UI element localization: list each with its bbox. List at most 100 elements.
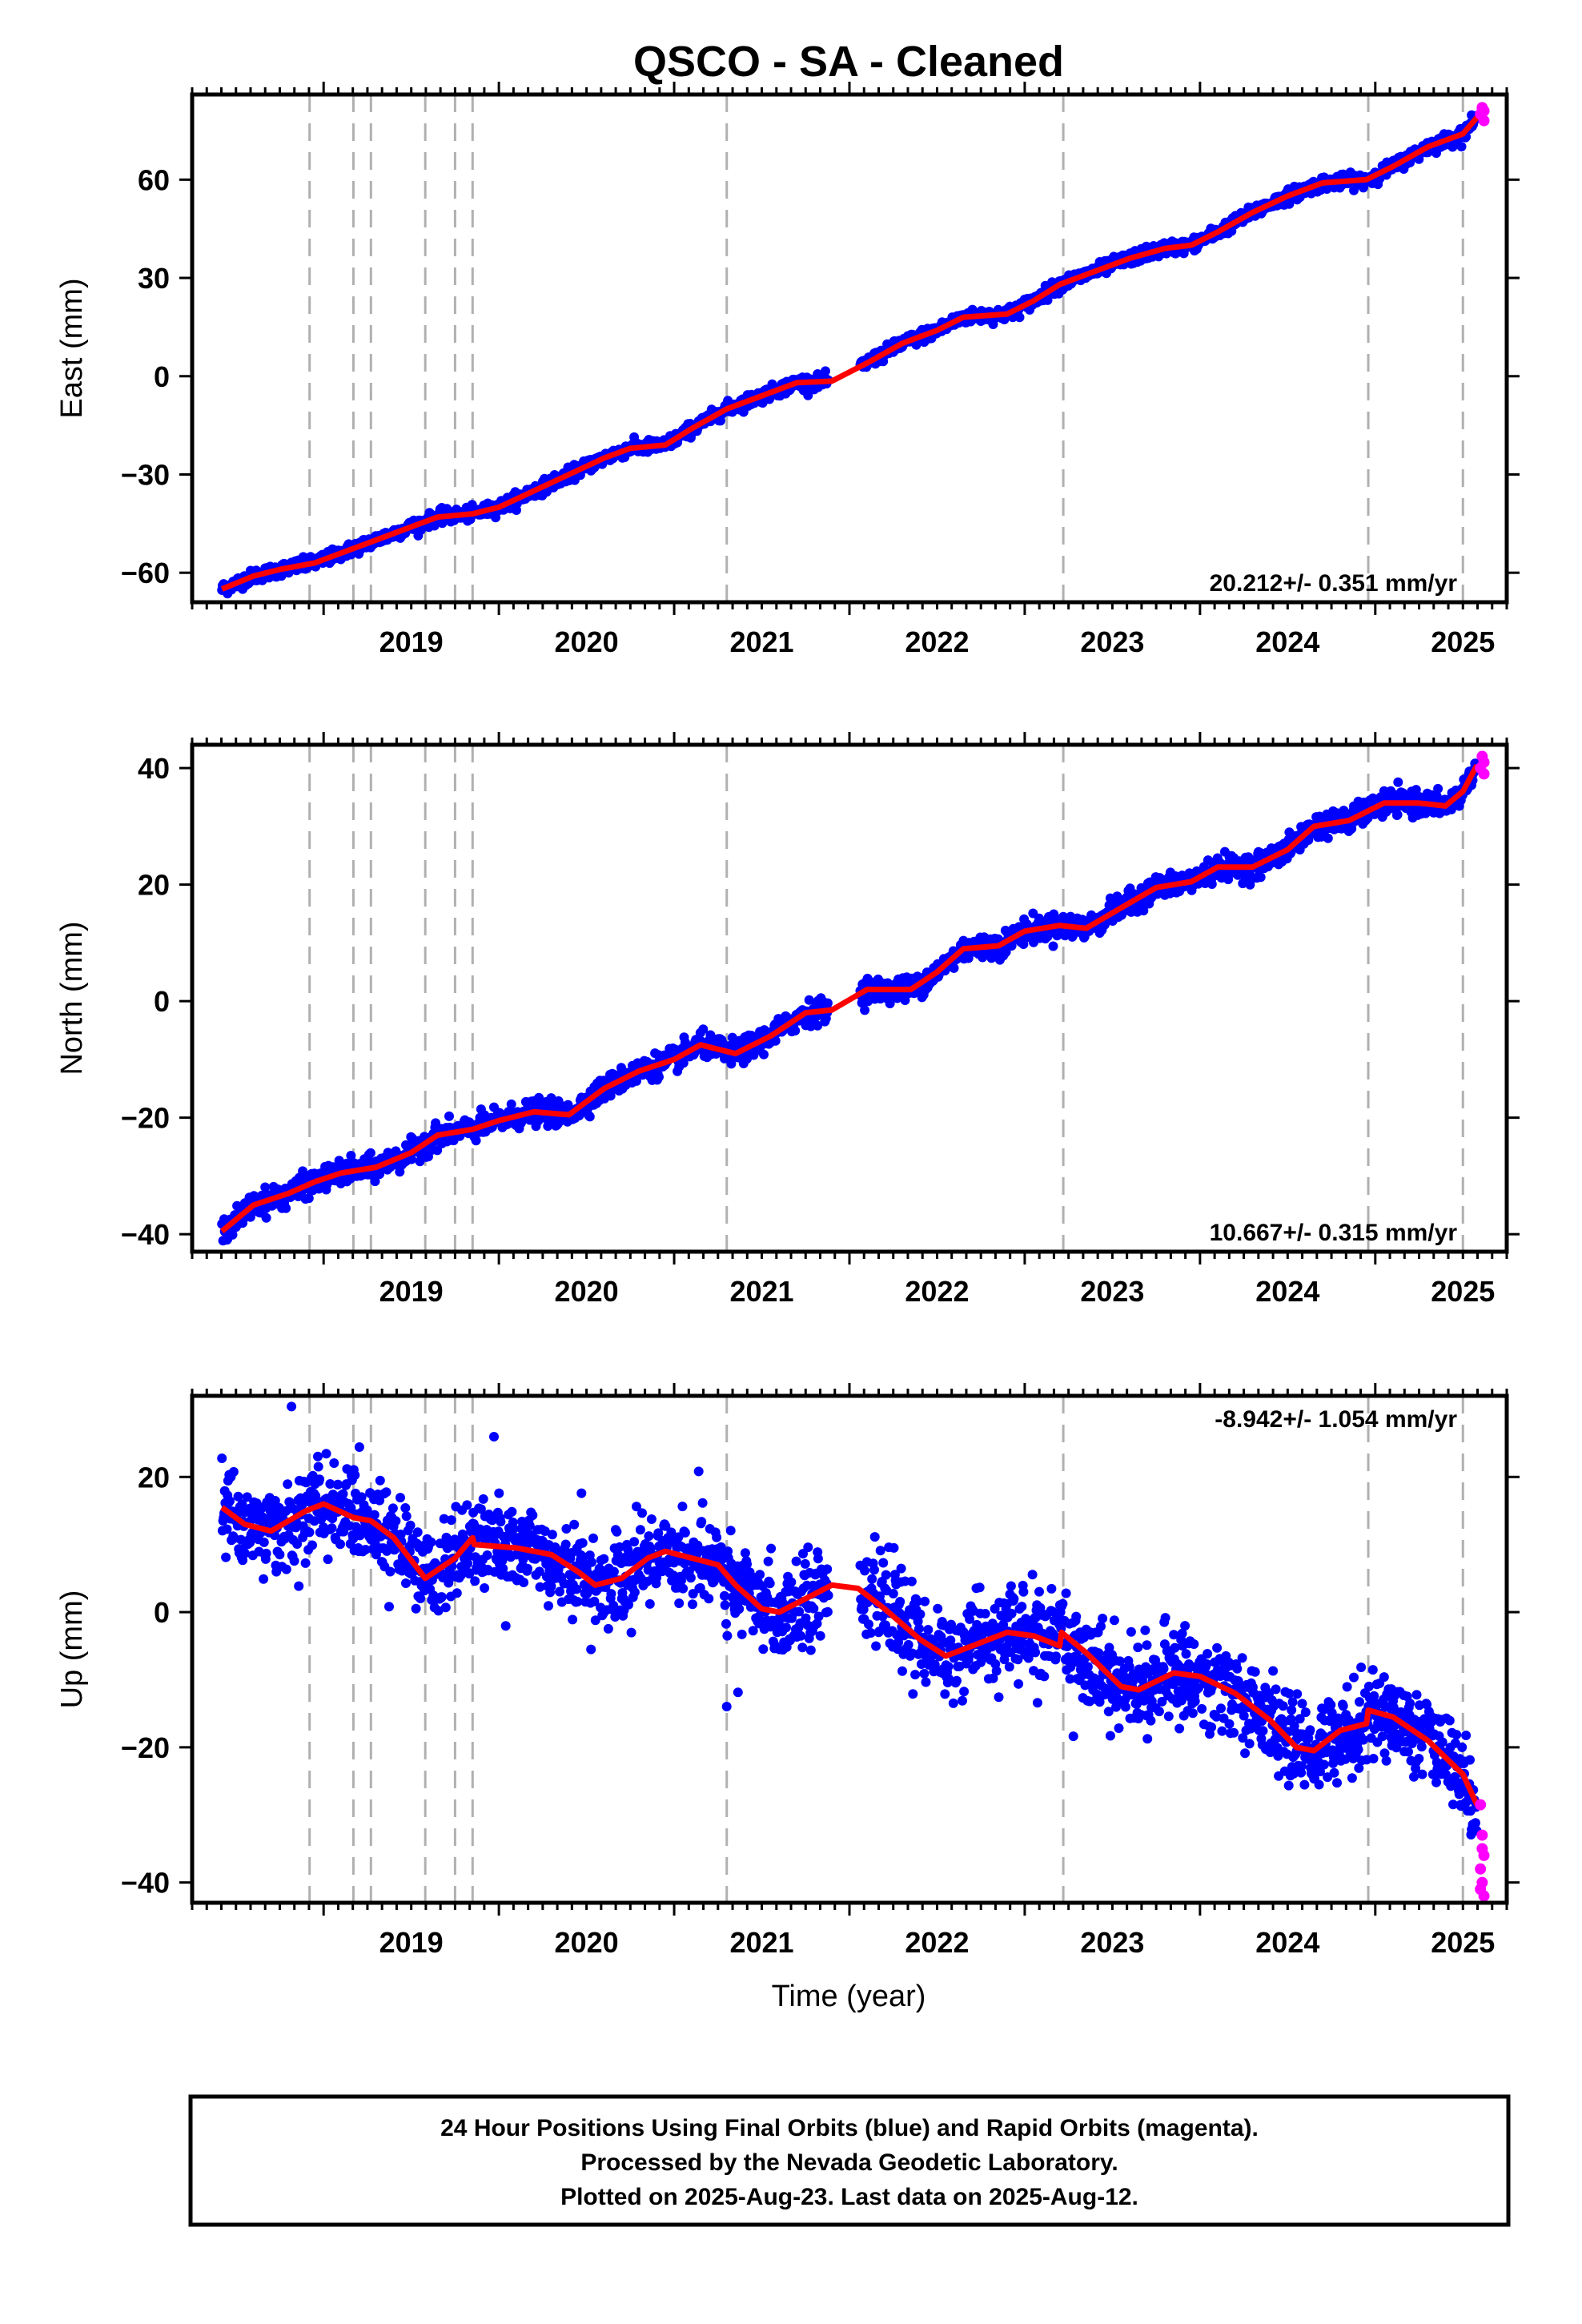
north-ytick-label: 20 [138,869,170,902]
up-final-point [304,1527,315,1538]
east-xtick-label: 2019 [379,625,444,658]
north-final-point [471,1136,481,1146]
east-ytick-label: −30 [121,458,170,491]
north-final-point [1433,783,1443,794]
north-final-point [900,995,910,1005]
east-rapid-point [1478,105,1490,117]
north-final-point [444,1111,454,1121]
up-final-point [225,1496,235,1506]
north-rapid-point [1478,756,1490,768]
up-final-point [289,1556,299,1566]
north-final-point [790,1026,801,1035]
up-final-point [292,1539,303,1549]
up-final-point [217,1454,227,1463]
up-final-point [287,1401,297,1412]
north-final-point [678,1058,689,1068]
north-panel: −40 −20 0 20 40 2019 2020 2021 2022 2023 2024 2025 N… [55,732,1520,1308]
north-final-point [1207,879,1217,889]
north-final-point [770,1035,781,1046]
north-final-point [698,1024,709,1035]
east-rapid-point [1478,115,1490,127]
up-final-point [307,1540,317,1550]
up-final-point [300,1558,311,1568]
north-final-point [949,963,959,973]
north-final-point [1048,941,1058,951]
north-xtick-label: 2021 [729,1275,793,1308]
north-final-point [365,1148,375,1158]
north-ytick-label: 40 [138,752,170,785]
north-xtick-label: 2023 [1080,1275,1144,1308]
north-ytick-label: −40 [121,1218,170,1251]
north-xtick-label: 2019 [379,1275,444,1308]
north-axis-label: North (mm) [55,921,89,1075]
north-final-point [1323,833,1333,843]
up-final-point [233,1491,243,1502]
north-final-point [1392,810,1403,820]
east-final-point [803,390,813,400]
up-final-point [275,1550,285,1560]
north-final-point [346,1151,356,1160]
east-model-line [220,115,1480,592]
north-final-point [303,1193,314,1204]
north-xtick-label: 2024 [1255,1275,1319,1308]
north-ytick-label: 0 [154,985,170,1018]
north-final-point [1393,777,1403,787]
up-final-point [294,1581,304,1591]
up-final-point [239,1548,250,1558]
up-final-points [217,1401,1482,1839]
up-final-point [313,1462,323,1472]
east-final-points [217,110,1482,599]
north-final-point [813,1020,823,1031]
north-final-point [281,1203,291,1213]
up-final-point [242,1492,252,1502]
up-final-point [259,1574,269,1584]
up-final-point [222,1524,232,1534]
east-ytick-label: 30 [138,262,170,295]
north-xtick-label: 2025 [1431,1275,1495,1308]
up-final-point [228,1466,239,1477]
up-final-point [283,1479,293,1490]
north-final-point [822,998,833,1008]
north-xtick-label: 2022 [905,1275,969,1308]
east-final-point [1456,142,1467,152]
up-final-point [281,1564,291,1574]
north-final-point [1001,947,1011,957]
east-ytick-label: 60 [138,163,170,196]
north-final-point [860,1005,870,1015]
north-final-point [1138,906,1149,916]
east-final-point [1014,312,1025,323]
east-final-point [821,366,830,376]
up-final-point [313,1451,323,1462]
north-xtick-label: 2020 [555,1275,619,1308]
east-axis-label: East (mm) [55,278,89,418]
up-final-point [245,1538,255,1548]
up-final-point [261,1548,271,1558]
north-final-point [261,1212,271,1223]
north-final-point [584,1112,595,1122]
north-final-point [506,1099,516,1109]
north-final-point [1411,785,1421,795]
up-final-point [270,1496,280,1506]
up-final-point [237,1499,247,1510]
north-rapid-point [1478,768,1490,780]
north-final-point [370,1176,380,1187]
north-ytick-label: −20 [121,1102,170,1135]
north-final-point [605,1091,616,1101]
north-model-line [219,763,1480,1234]
north-final-point [759,1049,769,1059]
chart-title: QSCO - SA - Cleaned [633,38,1064,86]
east-frame [190,92,1509,605]
up-final-point [315,1474,325,1485]
north-final-point [804,995,814,1005]
east-xtick-label: 2024 [1255,625,1319,658]
east-xtick-label: 2020 [555,625,619,658]
east-xtick-label: 2021 [729,625,793,658]
east-ytick-label: −60 [121,557,170,589]
north-final-point [298,1166,308,1176]
east-xtick-label: 2025 [1431,625,1495,658]
east-xtick-label: 2022 [905,625,969,658]
north-final-point [260,1182,271,1192]
north-final-point [227,1229,238,1240]
